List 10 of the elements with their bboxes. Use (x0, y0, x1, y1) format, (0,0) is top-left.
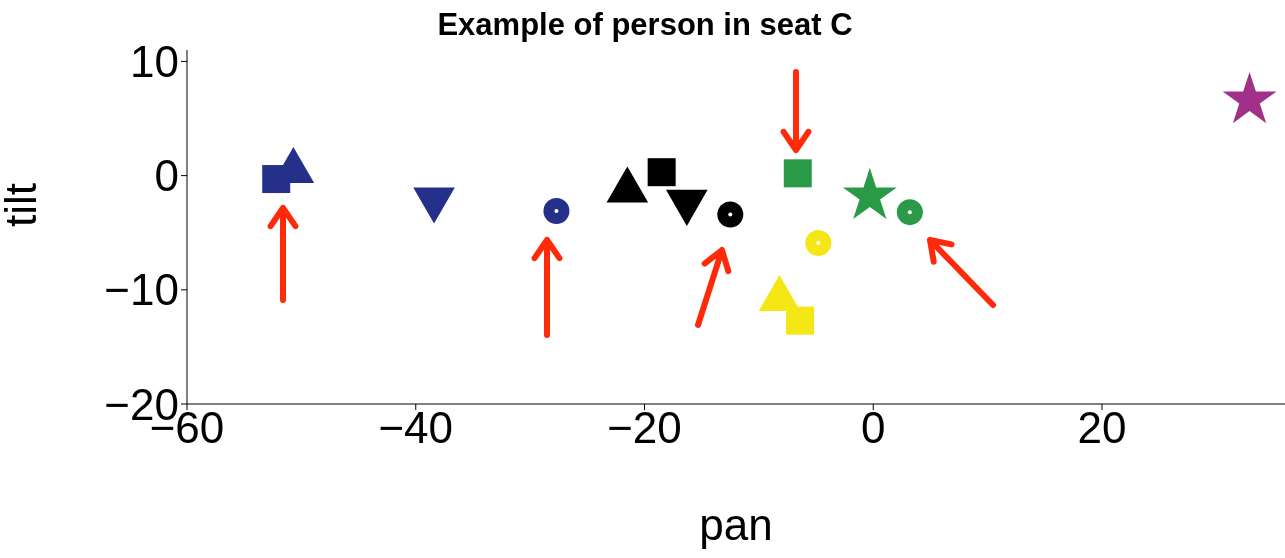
x-tick-label: −40 (378, 403, 454, 453)
x-tick-label: 0 (861, 403, 886, 453)
y-tick-label: 0 (154, 151, 179, 201)
y-tick-label: 10 (130, 37, 179, 87)
x-axis-title: pan (699, 500, 773, 549)
x-tick-label: −20 (607, 403, 682, 453)
x-tick-label: 20 (1077, 403, 1127, 453)
y-axis-title: tilt (0, 183, 45, 227)
chart-title: Example of person in seat C (437, 7, 853, 42)
y-tick-label: −10 (104, 265, 179, 315)
